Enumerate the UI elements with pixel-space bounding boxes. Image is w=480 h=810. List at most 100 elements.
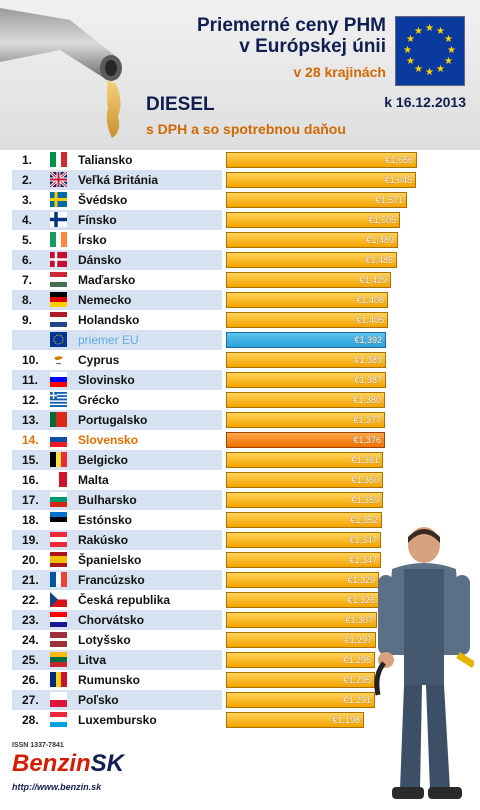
eu-star-icon: ★ <box>444 34 454 45</box>
table-row: 7. Maďarsko €1,429 <box>12 270 472 290</box>
price-bar: €1,360 <box>226 472 383 488</box>
brand-name-part1: Benzin <box>12 750 91 777</box>
rank-label: 28. <box>22 713 39 727</box>
eu-star-icon: ★ <box>414 25 423 37</box>
price-bar: €1,405 <box>226 312 388 328</box>
rank-label: 8. <box>22 293 33 307</box>
country-flag-icon <box>50 272 67 287</box>
price-bar: €1,361 <box>226 452 383 468</box>
website-link[interactable]: http://www.benzin.sk <box>12 782 102 792</box>
country-name: Portugalsko <box>78 413 148 427</box>
country-name: Bulharsko <box>78 493 137 507</box>
price-table: 1. Taliansko €1,656 2. Veľká Británia €1,645 3… <box>12 150 472 740</box>
price-value-label: €1,645 <box>384 175 412 185</box>
rank-label: 23. <box>22 613 39 627</box>
table-row: 17. Bulharsko €1,359 <box>12 490 472 510</box>
rank-label: 22. <box>22 593 39 607</box>
table-row: 18. Estónsko €1,352 <box>12 510 472 530</box>
benzinsk-logo: ISSN 1337-7841 BenzinSK http://www.benzi… <box>8 742 143 804</box>
rank-label: 21. <box>22 573 39 587</box>
price-value-label: €1,360 <box>351 475 379 485</box>
price-value-label: €1,307 <box>345 615 373 625</box>
country-name: Nemecko <box>78 293 132 307</box>
price-value-label: €1,291 <box>343 695 371 705</box>
table-row: 20. Španielsko €1,347 <box>12 550 472 570</box>
country-flag-icon <box>50 332 67 347</box>
price-bar: €1,645 <box>226 172 416 188</box>
price-bar: €1,485 <box>226 252 397 268</box>
price-bar: €1,295 <box>226 672 375 688</box>
price-bar: €1,326 <box>226 592 379 608</box>
rank-label: 1. <box>22 153 33 167</box>
price-value-label: €1,329 <box>347 575 375 585</box>
table-row: 24. Lotyšsko €1,297 <box>12 630 472 650</box>
country-name: Cyprus <box>78 353 120 367</box>
table-row: 28. Luxembursko €1,198 <box>12 710 472 730</box>
country-name: Rumunsko <box>78 673 141 687</box>
country-flag-icon <box>50 392 67 407</box>
price-bar: €1,297 <box>226 632 376 648</box>
country-name: Estónsko <box>78 513 133 527</box>
country-flag-icon <box>50 192 67 207</box>
fuel-nozzle-icon <box>0 8 122 138</box>
country-name: Rakúsko <box>78 533 129 547</box>
eu-star-icon: ★ <box>403 45 412 56</box>
price-bar: €1,359 <box>226 492 383 508</box>
country-flag-icon <box>50 172 67 187</box>
table-row: 4. Fínsko €1,505 <box>12 210 472 230</box>
country-flag-icon <box>50 252 67 267</box>
table-row: 8. Nemecko €1,408 <box>12 290 472 310</box>
rank-label: 3. <box>22 193 33 207</box>
price-value-label: €1,377 <box>353 415 381 425</box>
country-flag-icon <box>50 552 67 567</box>
price-bar: €1,392 <box>226 332 386 348</box>
price-value-label: €1,408 <box>356 295 384 305</box>
rank-label: 11. <box>22 373 39 387</box>
table-row-slovakia: 14. Slovensko €1,376 <box>12 430 472 450</box>
table-row: 21. Francúzsko €1,329 <box>12 570 472 590</box>
table-row: 1. Taliansko €1,656 <box>12 150 472 170</box>
price-value-label: €1,656 <box>385 155 413 165</box>
rank-label: 26. <box>22 673 39 687</box>
rank-label: 15. <box>22 453 39 467</box>
price-value-label: €1,571 <box>375 195 403 205</box>
country-flag-icon <box>50 652 67 667</box>
eu-flag-icon: ★ ★ ★ ★ ★ ★ ★ ★ ★ ★ ★ ★ <box>395 16 465 86</box>
country-flag-icon <box>50 692 67 707</box>
table-row: 10. Cyprus €1,389 <box>12 350 472 370</box>
price-value-label: €1,352 <box>350 515 378 525</box>
country-flag-icon <box>50 632 67 647</box>
price-value-label: €1,361 <box>351 455 379 465</box>
table-row: 9. Holandsko €1,405 <box>12 310 472 330</box>
rank-label: 4. <box>22 213 33 227</box>
country-flag-icon <box>50 672 67 687</box>
country-name: priemer EU <box>78 333 139 347</box>
eu-star-icon: ★ <box>405 34 415 45</box>
price-bar: €1,198 <box>226 712 364 728</box>
rank-label: 25. <box>22 653 39 667</box>
table-row-eu-average: priemer EU €1,392 <box>12 330 472 350</box>
country-name: Malta <box>78 473 109 487</box>
date-label: k 16.12.2013 <box>384 94 466 110</box>
price-bar: €1,329 <box>226 572 379 588</box>
country-flag-icon <box>50 232 67 247</box>
price-bar: €1,429 <box>226 272 391 288</box>
price-bar: €1,295 <box>226 652 375 668</box>
eu-star-icon: ★ <box>425 67 434 78</box>
price-value-label: €1,376 <box>353 435 381 445</box>
price-value-label: €1,198 <box>332 715 360 725</box>
price-bar: €1,291 <box>226 692 375 708</box>
country-name: Taliansko <box>78 153 133 167</box>
rank-label: 10. <box>22 353 39 367</box>
price-bar: €1,347 <box>226 532 381 548</box>
eu-star-icon: ★ <box>436 25 445 37</box>
price-value-label: €1,359 <box>351 495 379 505</box>
subtitle: s DPH a so spotrebnou daňou <box>146 121 346 137</box>
price-bar: €1,389 <box>226 352 386 368</box>
table-row: 5. Írsko €1,489 <box>12 230 472 250</box>
price-bar: €1,352 <box>226 512 382 528</box>
rank-label: 18. <box>22 513 39 527</box>
price-value-label: €1,389 <box>354 355 382 365</box>
country-name: Dánsko <box>78 253 122 267</box>
country-flag-icon <box>50 432 67 447</box>
